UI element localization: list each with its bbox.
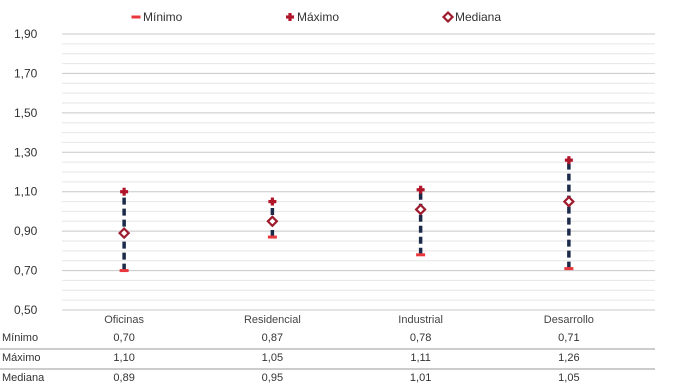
table-cell: 1,11 <box>410 352 431 364</box>
table-cell: 0,89 <box>113 372 134 384</box>
max-marker <box>268 197 277 206</box>
legend-marker-plus <box>286 13 294 21</box>
min-marker <box>416 253 426 257</box>
table-row-label: Máximo <box>2 352 41 364</box>
legend-marker-dash <box>131 15 141 19</box>
legend-label: Máximo <box>297 10 339 24</box>
y-tick-label: 1,50 <box>14 106 38 120</box>
max-marker <box>564 156 573 165</box>
grid-lines <box>62 33 655 311</box>
legend-label: Mínimo <box>143 10 183 24</box>
category-label: Oficinas <box>104 314 144 326</box>
median-marker <box>414 203 427 216</box>
legend: Mínimo Máximo Mediana <box>131 10 501 24</box>
min-marker <box>564 267 574 271</box>
median-marker <box>562 195 575 208</box>
table-cell: 1,10 <box>113 352 134 364</box>
table-cell: 0,87 <box>262 332 283 344</box>
y-tick-label: 1,10 <box>14 185 38 199</box>
y-tick-label: 1,90 <box>14 27 38 41</box>
table-row-label: Mediana <box>2 372 45 384</box>
category-label: Residencial <box>244 314 301 326</box>
y-tick-label: 0,50 <box>14 303 38 317</box>
y-tick-label: 1,30 <box>14 145 38 159</box>
max-marker <box>120 187 129 196</box>
markers <box>118 156 575 273</box>
data-table: Mínimo 0,70 0,87 0,78 0,71 Máximo 1,10 1,05 1,11… <box>0 332 655 384</box>
table-cell: 1,01 <box>410 372 431 384</box>
min-marker <box>119 269 129 273</box>
table-cell: 1,05 <box>262 352 283 364</box>
table-cell: 0,95 <box>262 372 283 384</box>
median-marker <box>266 215 279 228</box>
y-tick-label: 0,70 <box>14 264 38 278</box>
category-label: Industrial <box>398 314 443 326</box>
legend-label: Mediana <box>455 10 501 24</box>
y-axis-tick-labels: 0,50 0,70 0,90 1,10 1,30 1,50 1,70 1,90 <box>14 27 38 317</box>
max-marker <box>416 185 425 194</box>
table-cell: 0,78 <box>410 332 431 344</box>
table-row-label: Mínimo <box>2 332 38 344</box>
table-cell: 1,05 <box>558 372 579 384</box>
median-marker <box>118 227 131 240</box>
min-marker <box>267 235 277 239</box>
category-labels: Oficinas Residencial Industrial Desarrollo <box>104 314 594 326</box>
legend-marker-diamond <box>441 10 455 24</box>
table-cell: 0,70 <box>113 332 134 344</box>
category-label: Desarrollo <box>544 314 594 326</box>
y-tick-label: 1,70 <box>14 66 38 80</box>
range-bars <box>122 160 571 271</box>
table-cell: 1,26 <box>558 352 579 364</box>
table-cell: 0,71 <box>558 332 579 344</box>
y-tick-label: 0,90 <box>14 224 38 238</box>
